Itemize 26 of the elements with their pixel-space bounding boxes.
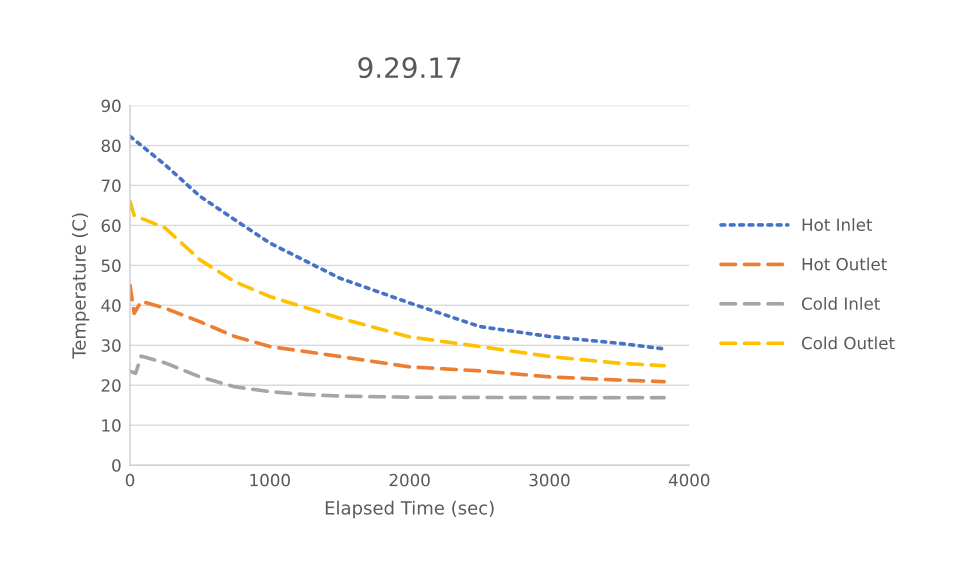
- y-tick-label: 30: [102, 339, 121, 352]
- line-series: [130, 354, 666, 400]
- x-axis-title: Elapsed Time (sec): [326, 500, 494, 518]
- y-tick-label: 20: [102, 379, 121, 392]
- y-tick-label: 80: [102, 139, 121, 152]
- y-tick-label: 70: [102, 179, 121, 192]
- legend-label: Hot Outlet: [802, 258, 887, 270]
- y-tick-label: 40: [101, 299, 121, 312]
- x-tick-label: 1000: [250, 474, 290, 486]
- y-tick-label: 60: [102, 219, 121, 232]
- x-tick-label: 0: [126, 474, 134, 486]
- line-series: [130, 134, 666, 351]
- y-tick-label: 50: [102, 259, 121, 272]
- x-tick-label: 4000: [668, 474, 710, 486]
- chart-title: 9.29.17: [358, 57, 460, 78]
- y-tick-label: 90: [102, 100, 121, 112]
- y-tick-label: 0: [112, 459, 121, 472]
- x-tick-label: 2000: [390, 474, 430, 486]
- line-series: [130, 200, 666, 368]
- legend-label: Hot Inlet: [802, 218, 872, 231]
- y-tick-label: 10: [102, 419, 121, 432]
- legend-label: Cold Inlet: [802, 297, 880, 310]
- legend-label: Cold Outlet: [802, 336, 895, 350]
- y-axis-title: Temperature (C): [72, 214, 90, 359]
- x-tick-label: 3000: [530, 474, 570, 486]
- line-series: [130, 284, 666, 384]
